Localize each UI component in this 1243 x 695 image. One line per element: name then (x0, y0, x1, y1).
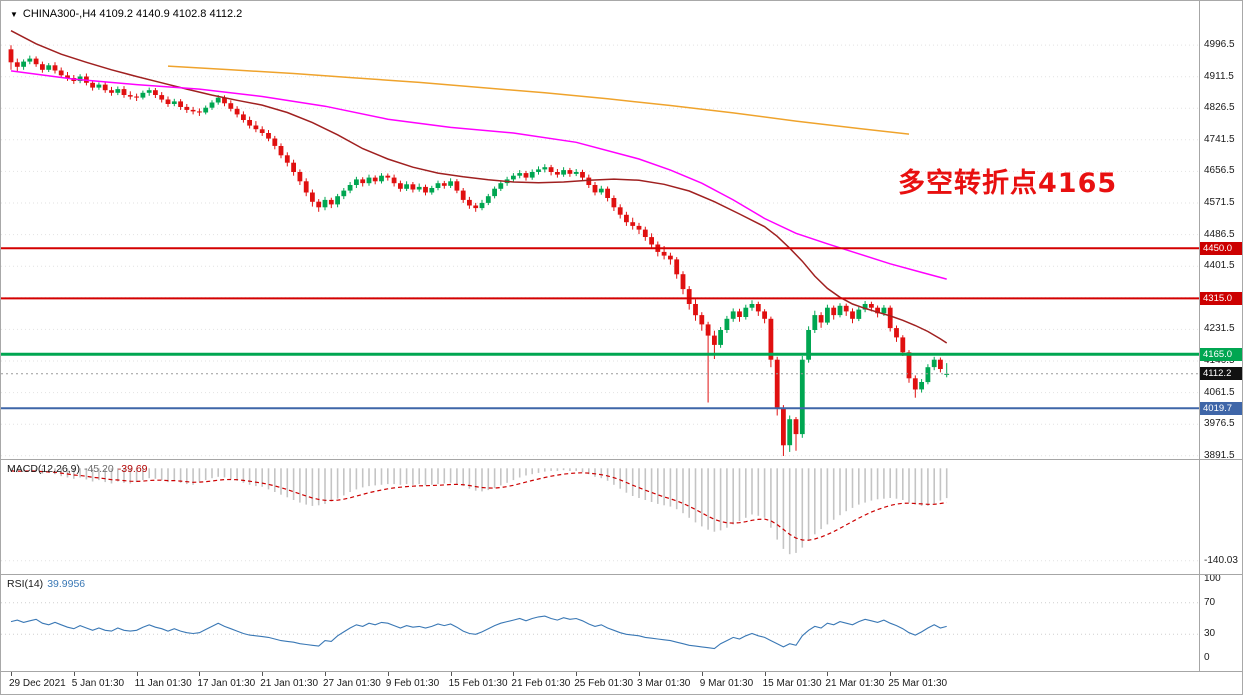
macd-main-value: -45.20 (83, 463, 114, 475)
rsi-value: 39.9956 (47, 578, 86, 590)
price-axis-label: 4571.5 (1204, 197, 1235, 208)
time-tick (827, 672, 829, 676)
time-tick (639, 672, 640, 676)
time-tick (764, 672, 766, 676)
rsi-level-lines (1, 602, 1199, 635)
price-axis-label: 4231.5 (1204, 323, 1235, 335)
time-tick (199, 672, 201, 676)
time-tick (73, 672, 75, 676)
macd-label-name: MACD(12,26,9) (7, 463, 80, 475)
rsi-label-name: RSI(14) (7, 578, 44, 590)
price-axis-label: 4486.5 (1204, 228, 1235, 240)
price-axis-label: 4656.5 (1204, 165, 1235, 177)
macd-axis-label: -140.03 (1204, 554, 1238, 566)
time-tick (136, 672, 138, 676)
rsi-axis-label: 30 (1204, 628, 1216, 640)
rsi-axis-label: 100 (1204, 573, 1221, 584)
price-axis-label: 3891.5 (1204, 449, 1235, 461)
ma-fast (10, 30, 948, 344)
macd-signal-value: -39.69 (117, 463, 148, 475)
rsi-pane[interactable] (1, 574, 1199, 671)
time-axis-label: 3 Mar 01:30 (637, 678, 691, 689)
ma-mid (10, 70, 947, 280)
price-badge: 4165.0 (1200, 347, 1242, 361)
time-axis-label: 5 Jan 01:30 (71, 678, 125, 689)
price-badge: 4450.0 (1200, 241, 1242, 255)
macd-histogram (10, 468, 948, 555)
time-tick (513, 672, 515, 676)
price-axis-label: 4826.5 (1204, 102, 1235, 114)
time-axis-label: 27 Jan 01:30 (323, 678, 381, 689)
time-axis-label: 21 Mar 01:30 (825, 678, 885, 689)
price-axis-label: 4401.5 (1204, 260, 1235, 272)
pane-separator-rsi[interactable] (1, 574, 1242, 575)
macd-pane[interactable] (1, 459, 1199, 574)
symbol-ohlc-bar: ▼ CHINA300-,H4 4109.2 4140.9 4102.8 4112… (10, 8, 242, 20)
time-axis-label: 9 Feb 01:30 (385, 678, 440, 689)
annotation-text: 多空转折点4165 (898, 168, 1118, 199)
rsi-label: RSI(14) 39.9956 (7, 578, 85, 590)
horizontal-level-lines (1, 247, 1199, 410)
price-badge: 4019.7 (1200, 401, 1242, 415)
price-axis-label: 4741.5 (1204, 133, 1235, 145)
moving-average-lines (10, 30, 948, 344)
symbol-dropdown-icon[interactable]: ▼ (10, 9, 18, 19)
time-axis-label: 11 Jan 01:30 (134, 678, 192, 689)
time-tick (890, 672, 892, 676)
price-axis-label: 3976.5 (1204, 418, 1235, 430)
macd-label: MACD(12,26,9) -45.20 -39.69 (7, 463, 148, 475)
ma-slow (167, 65, 910, 135)
price-axis-label: 4061.5 (1204, 386, 1235, 398)
price-axis-label: 4911.5 (1204, 70, 1234, 82)
symbol-ohlc-text: CHINA300-,H4 4109.2 4140.9 4102.8 4112.2 (22, 8, 243, 20)
time-axis-label: 17 Jan 01:30 (197, 678, 256, 689)
time-axis-label: 25 Feb 01:30 (574, 678, 634, 689)
time-axis[interactable]: 29 Dec 2021 5 Jan 01:30 11 Jan 01:30 17 Jan… (1, 672, 1199, 694)
time-axis-label: 15 Mar 01:30 (762, 678, 822, 689)
time-tick (450, 672, 452, 676)
pane-separator-macd[interactable] (1, 459, 1242, 460)
main-chart-pane[interactable] (1, 1, 1199, 459)
time-axis-label: 21 Jan 01:30 (260, 678, 319, 689)
time-axis-label: 25 Mar 01:30 (888, 678, 948, 689)
time-axis-label: 21 Feb 01:30 (511, 678, 571, 689)
rsi-axis-label: 0 (1204, 652, 1210, 663)
time-tick (11, 672, 12, 676)
price-badge: 4315.0 (1200, 291, 1242, 305)
macd-signal-line (10, 470, 947, 541)
time-tick (325, 672, 326, 676)
price-axis[interactable]: 4996.5 4911.5 4826.5 4741.5 4656.5 4571.5 4486… (1199, 1, 1242, 671)
price-badge: 4112.2 (1200, 367, 1242, 381)
candles (8, 45, 950, 456)
rsi-line (10, 615, 947, 650)
time-tick (576, 672, 578, 676)
price-axis-label: 4996.5 (1204, 39, 1235, 51)
time-tick (387, 672, 389, 676)
time-tick (262, 672, 264, 676)
time-tick (701, 672, 703, 676)
rsi-axis-label: 70 (1204, 596, 1216, 608)
time-axis-label: 9 Mar 01:30 (699, 678, 754, 689)
time-axis-label: 29 Dec 2021 (9, 678, 66, 689)
time-axis-label: 15 Feb 01:30 (448, 678, 508, 689)
time-axis-separator (1, 671, 1242, 672)
